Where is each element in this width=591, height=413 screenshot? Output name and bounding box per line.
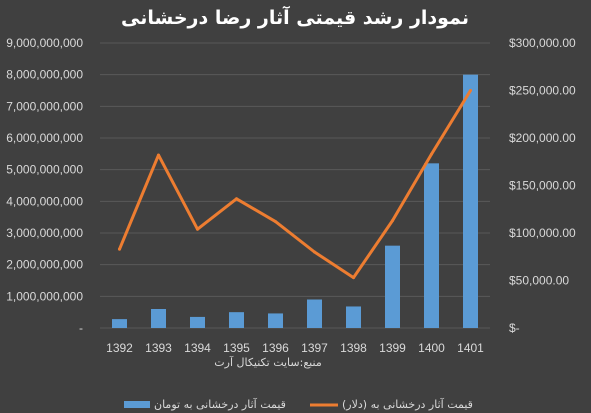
right-axis-ticks: $- $50,000.00 $100,000.00 $150,000.00 $200,0… (509, 36, 576, 335)
x-tick-label: 1393 (145, 341, 172, 355)
x-tick-label: 1401 (457, 341, 484, 355)
bar-series (112, 74, 478, 329)
left-tick-label: 8,000,000,000 (6, 68, 83, 82)
x-axis-ticks: 1392 1393 1394 1395 1396 1397 1398 1399 1400 1401 (106, 341, 484, 355)
right-tick-label: $150,000.00 (509, 179, 576, 193)
x-tick-label: 1396 (262, 341, 289, 355)
right-tick-label: $300,000.00 (509, 36, 576, 50)
left-tick-label: 6,000,000,000 (6, 131, 83, 145)
bar (268, 313, 283, 328)
x-tick-label: 1395 (223, 341, 250, 355)
left-tick-label: 3,000,000,000 (6, 226, 83, 240)
bar (190, 316, 205, 328)
line-point (196, 227, 199, 231)
left-tick-label: 2,000,000,000 (6, 258, 83, 272)
chart-title: نمودار رشد قیمتی آثار رضا درخشانی (121, 5, 469, 29)
x-tick-label: 1400 (418, 341, 445, 355)
line-point (157, 153, 160, 157)
right-tick-label: $200,000.00 (509, 131, 576, 145)
left-tick-label: 9,000,000,000 (6, 36, 83, 50)
right-tick-label: $250,000.00 (509, 84, 576, 98)
left-tick-label: 7,000,000,000 (6, 99, 83, 113)
bar (346, 306, 361, 328)
right-tick-label: $50,000.00 (509, 274, 569, 288)
left-tick-label: 1,000,000,000 (6, 289, 83, 303)
bar (229, 312, 244, 328)
x-tick-label: 1394 (184, 341, 211, 355)
bar (151, 309, 166, 328)
x-tick-label: 1399 (379, 341, 406, 355)
legend-label-line: قیمت آثار درخشانی به (دلار) (342, 397, 473, 411)
bar (112, 319, 127, 328)
x-tick-label: 1397 (301, 341, 328, 355)
left-tick-label: 5,000,000,000 (6, 163, 83, 177)
legend-label-bars: قیمت آثار درخشانی به تومان (154, 397, 286, 411)
left-tick-label: - (79, 321, 83, 335)
line-point (430, 152, 433, 156)
line-point (274, 220, 277, 224)
right-tick-label: $- (509, 321, 520, 335)
line-point (469, 89, 472, 92)
line-point (391, 219, 394, 223)
line-point (118, 247, 121, 251)
right-tick-label: $100,000.00 (509, 226, 576, 240)
x-tick-label: 1398 (340, 341, 367, 355)
x-tick-label: 1392 (106, 341, 133, 355)
bar (463, 74, 478, 329)
line-path (118, 89, 472, 280)
bar (307, 299, 322, 328)
source-note: منبع:سایت تکنیکال آرت (214, 355, 322, 369)
legend: قیمت آثار درخشانی به تومان قیمت آثار درخ… (124, 397, 473, 411)
line-point (235, 197, 238, 201)
left-axis-ticks: - 1,000,000,000 2,000,000,000 3,000,000,000… (6, 36, 83, 335)
line-series (118, 89, 472, 280)
left-tick-label: 4,000,000,000 (6, 194, 83, 208)
bar (385, 245, 400, 328)
line-point (352, 276, 355, 280)
bar (424, 163, 439, 328)
line-point (313, 250, 316, 254)
legend-swatch-bars (124, 401, 150, 408)
